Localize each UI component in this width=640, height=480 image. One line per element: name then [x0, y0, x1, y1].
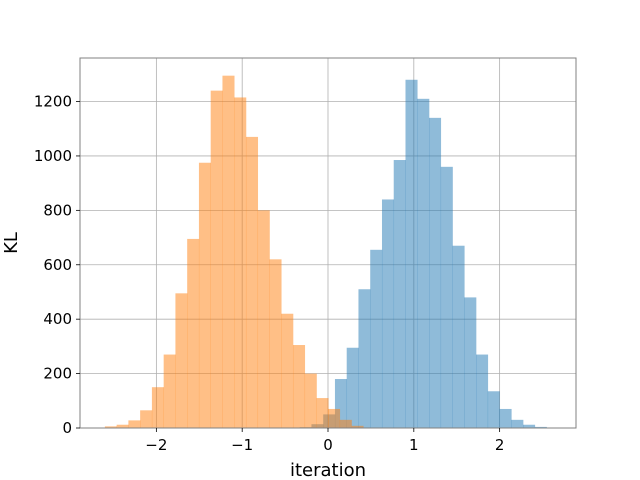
histogram-bar [104, 426, 117, 428]
y-tick-label: 800 [43, 201, 72, 219]
histogram-bar [511, 419, 524, 428]
histogram-bar [452, 245, 465, 428]
histogram-bar [140, 410, 153, 428]
x-tick-label: −1 [231, 436, 253, 454]
histogram-bar [370, 249, 383, 428]
y-tick-label: 0 [62, 419, 72, 437]
histogram-bar [358, 289, 371, 428]
histogram-bar [476, 354, 489, 428]
histogram-bar [116, 424, 129, 428]
y-tick-label: 400 [43, 310, 72, 328]
histogram-bars [104, 75, 547, 429]
y-axis-ticks: 0 200 400 600 800 1000 1200 [34, 93, 80, 437]
histogram-bar [163, 354, 176, 428]
histogram-bar [523, 424, 536, 428]
histogram-bar [222, 75, 235, 428]
histogram-bar [210, 90, 223, 428]
y-tick-label: 600 [43, 256, 72, 274]
histogram-bar [234, 97, 247, 428]
y-axis-label: KL [1, 232, 22, 254]
x-tick-label: 1 [409, 436, 419, 454]
histogram-bar [257, 210, 270, 428]
histogram-bar [499, 408, 512, 428]
histogram-bar [534, 426, 547, 428]
histogram-bar [151, 387, 164, 428]
histogram-bar [316, 398, 329, 428]
histogram-bar [198, 162, 211, 428]
histogram-series-2 [104, 75, 364, 428]
histogram-bar [339, 419, 352, 428]
x-tick-label: −2 [145, 436, 167, 454]
y-tick-label: 1000 [34, 147, 72, 165]
histogram-bar [405, 79, 418, 428]
x-axis-ticks: −2 −1 0 1 2 [145, 428, 504, 454]
histogram-bar [304, 373, 317, 428]
histogram-bar [245, 136, 259, 428]
histogram-bar [328, 408, 341, 428]
x-axis-label: iteration [290, 460, 366, 480]
histogram-bar [128, 420, 141, 428]
histogram-bar [440, 166, 453, 428]
histogram-bar [187, 238, 200, 428]
x-tick-label: 0 [323, 436, 333, 454]
y-tick-label: 1200 [34, 93, 72, 111]
histogram-bar [269, 259, 282, 428]
histogram-bar [393, 160, 406, 428]
histogram-series-1 [299, 79, 547, 429]
histogram-bar [487, 391, 500, 428]
x-tick-label: 2 [495, 436, 505, 454]
histogram-bar [346, 347, 359, 428]
histogram-bar [381, 199, 395, 428]
histogram-bar [417, 98, 430, 428]
histogram-bar [351, 425, 364, 428]
histogram-bar [281, 313, 294, 428]
histogram-bar [292, 345, 306, 428]
histogram-bar [464, 297, 477, 428]
y-tick-label: 200 [43, 365, 72, 383]
histogram-bar [175, 293, 188, 428]
histogram-bar [429, 117, 442, 429]
